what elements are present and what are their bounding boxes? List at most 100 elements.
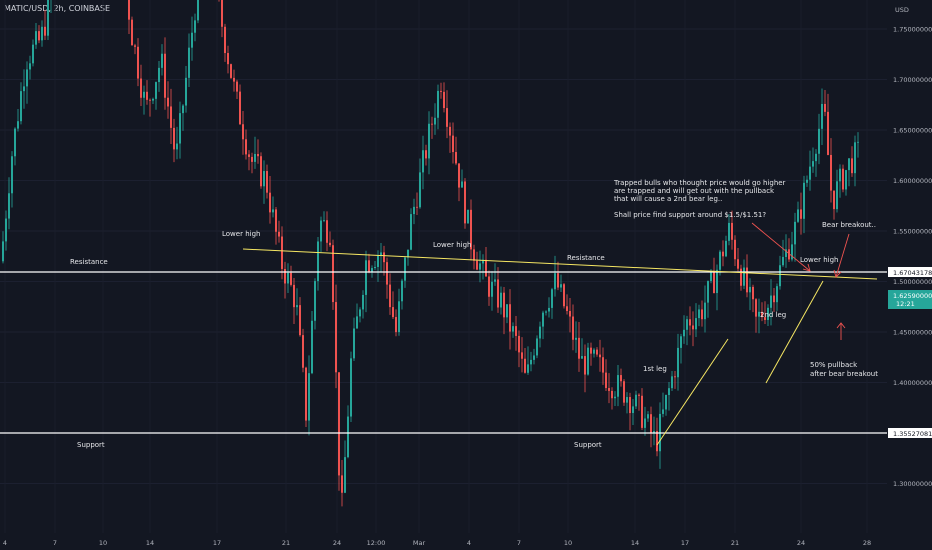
current-price-text: 1.62590000 [893,292,932,300]
candle-up [47,0,49,36]
candle-down [629,397,631,414]
candle-up [635,394,637,407]
candle-up [491,281,493,297]
candle-down [239,91,241,125]
candle-up [743,267,745,286]
pullback-label-line1: 50% pullback [810,361,858,369]
candle-down [752,286,754,300]
y-tick-label: 1.65000000 [893,127,932,135]
second-leg-trendline [765,280,824,384]
note-line-3: that will cause a 2nd bear leg.. [614,195,722,203]
candle-down [509,304,511,332]
candle-down [170,106,172,128]
candle-up [317,241,319,282]
x-tick-label: 12:00 [367,539,386,547]
current-price-tag: 1.62590000 12:21 [888,290,932,309]
candle-down [566,306,568,312]
candle-up [725,240,727,257]
candle-down [458,163,460,188]
candle-up [575,337,577,340]
time-axis[interactable]: 4 7 10 14 17 21 24 12:00 Mar 4 7 10 14 17 21 24 28 [3,539,871,547]
candle-up [365,260,367,295]
candle-up [320,220,322,242]
candle-down [224,26,226,54]
candle-down [44,26,46,36]
candle-up [176,143,178,150]
candle-up [794,221,796,245]
candle-up [194,20,196,33]
y-tick-label: 1.75000000 [893,26,932,34]
candle-down [299,305,301,336]
candle-up [263,171,265,187]
note-line-2: are trapped and will get out with the pu… [614,187,775,195]
x-tick-label: 21 [731,539,739,547]
candle-down [329,242,331,246]
candle-up [632,406,634,414]
candle-up [371,268,373,272]
x-tick-label: 24 [333,539,341,547]
candle-up [467,209,469,224]
candle-up [407,249,409,258]
candle-up [548,307,550,312]
candle-down [455,152,457,164]
note-line-5: Shall price find support around $1.5/$1.… [614,211,766,219]
candle-down [335,302,337,373]
x-tick-label: 4 [467,539,471,547]
candle-up [797,209,799,222]
candle-down [149,99,151,101]
candle-up [779,265,781,287]
note-line-1: Trapped bulls who thought price would go… [613,179,786,187]
candle-up [533,355,535,360]
candle-down [425,150,427,159]
support-price-tag: 1.35527081 [888,428,932,438]
candle-up [698,309,700,319]
y-tick-label: 1.30000000 [893,480,932,488]
candle-up [323,220,325,222]
candle-down [245,139,247,155]
candle-down [392,307,394,318]
candle-down [656,431,658,452]
candle-up [155,82,157,99]
y-tick-label: 1.55000000 [893,228,932,236]
candle-down [383,252,385,263]
x-tick-label: 7 [517,539,521,547]
candle-up [41,26,43,41]
support-label-right: Support [574,441,602,449]
y-tick-label: 1.40000000 [893,379,932,387]
candle-up [512,326,514,332]
candle-down [824,103,826,112]
candle-down [173,127,175,150]
candle-up [353,328,355,359]
candle-down [305,367,307,421]
candle-down [416,206,418,208]
candle-up [749,286,751,293]
candle-up [506,304,508,318]
candle-down [521,352,523,359]
candle-down [221,0,223,27]
candle-down [638,394,640,396]
candle-up [680,336,682,348]
candle-up [806,179,808,183]
candle-up [677,347,679,378]
candle-up [254,153,256,162]
candle-down [755,299,757,317]
candle-up [191,32,193,48]
candle-up [857,141,859,143]
candle-up [380,252,382,256]
candle-down [596,349,598,355]
candle-down [251,156,253,162]
candle-up [671,376,673,389]
x-tick-label: 17 [213,539,221,547]
candle-down [833,190,835,210]
candle-up [287,272,289,284]
candle-down [524,358,526,373]
first-leg-label: 1st leg [643,365,667,373]
candle-down [470,209,472,250]
candle-down [488,276,490,297]
candle-down [485,259,487,277]
candle-up [695,318,697,330]
candle-down [230,64,232,78]
candle-up [647,414,649,419]
lower-high-label-1: Lower high [222,230,260,238]
